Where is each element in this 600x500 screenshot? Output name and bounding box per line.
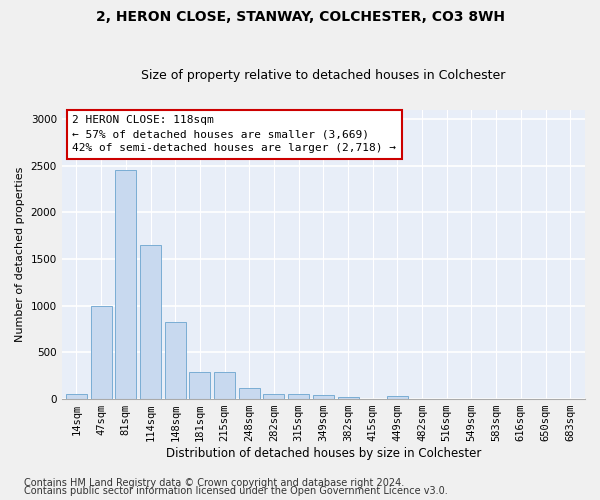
Title: Size of property relative to detached houses in Colchester: Size of property relative to detached ho… (141, 69, 506, 82)
Bar (165, 322, 186, 399)
Text: 2 HERON CLOSE: 118sqm
← 57% of detached houses are smaller (3,669)
42% of semi-d: 2 HERON CLOSE: 118sqm ← 57% of detached … (72, 116, 396, 154)
Bar (190, 372, 211, 399)
Bar (338, 396, 359, 399)
Bar (140, 245, 161, 399)
Bar (66, 394, 87, 399)
Bar (387, 396, 408, 399)
Bar (239, 388, 260, 399)
Y-axis label: Number of detached properties: Number of detached properties (15, 166, 25, 342)
Text: Contains HM Land Registry data © Crown copyright and database right 2024.: Contains HM Land Registry data © Crown c… (24, 478, 404, 488)
Bar (263, 394, 284, 399)
Bar (214, 372, 235, 399)
Bar (115, 170, 136, 399)
X-axis label: Distribution of detached houses by size in Colchester: Distribution of detached houses by size … (166, 447, 481, 460)
Bar (313, 396, 334, 399)
Text: Contains public sector information licensed under the Open Government Licence v3: Contains public sector information licen… (24, 486, 448, 496)
Text: 2, HERON CLOSE, STANWAY, COLCHESTER, CO3 8WH: 2, HERON CLOSE, STANWAY, COLCHESTER, CO3… (95, 10, 505, 24)
Bar (91, 306, 112, 399)
Bar (288, 394, 309, 399)
